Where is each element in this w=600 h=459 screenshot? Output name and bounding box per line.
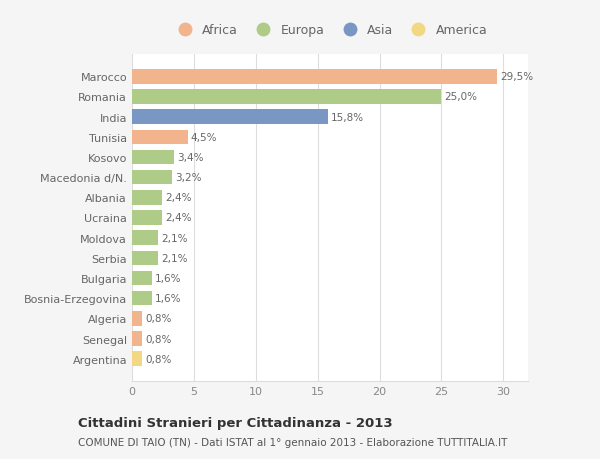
Text: 0,8%: 0,8% <box>145 334 172 344</box>
Text: 2,4%: 2,4% <box>165 193 191 203</box>
Text: 3,4%: 3,4% <box>177 153 203 162</box>
Text: 1,6%: 1,6% <box>155 294 181 303</box>
Text: Cittadini Stranieri per Cittadinanza - 2013: Cittadini Stranieri per Cittadinanza - 2… <box>78 416 392 429</box>
Bar <box>132 271 152 285</box>
Text: 1,6%: 1,6% <box>155 274 181 283</box>
Bar <box>132 331 142 346</box>
Text: COMUNE DI TAIO (TN) - Dati ISTAT al 1° gennaio 2013 - Elaborazione TUTTITALIA.IT: COMUNE DI TAIO (TN) - Dati ISTAT al 1° g… <box>78 437 508 448</box>
Bar <box>132 291 152 306</box>
Bar <box>132 231 158 246</box>
Text: 15,8%: 15,8% <box>331 112 364 123</box>
Text: 29,5%: 29,5% <box>500 72 533 82</box>
Text: 2,1%: 2,1% <box>161 233 188 243</box>
Bar <box>132 211 162 225</box>
Bar <box>132 70 497 84</box>
Text: 2,4%: 2,4% <box>165 213 191 223</box>
Text: 0,8%: 0,8% <box>145 313 172 324</box>
Bar <box>132 190 162 205</box>
Bar <box>132 110 328 125</box>
Text: 2,1%: 2,1% <box>161 253 188 263</box>
Bar <box>132 352 142 366</box>
Bar <box>132 130 188 145</box>
Bar <box>132 251 158 265</box>
Text: 3,2%: 3,2% <box>175 173 201 183</box>
Legend: Africa, Europa, Asia, America: Africa, Europa, Asia, America <box>167 19 493 42</box>
Text: 25,0%: 25,0% <box>445 92 478 102</box>
Bar <box>132 171 172 185</box>
Text: 0,8%: 0,8% <box>145 354 172 364</box>
Bar <box>132 90 442 105</box>
Bar <box>132 311 142 326</box>
Text: 4,5%: 4,5% <box>191 133 217 142</box>
Bar <box>132 151 174 165</box>
